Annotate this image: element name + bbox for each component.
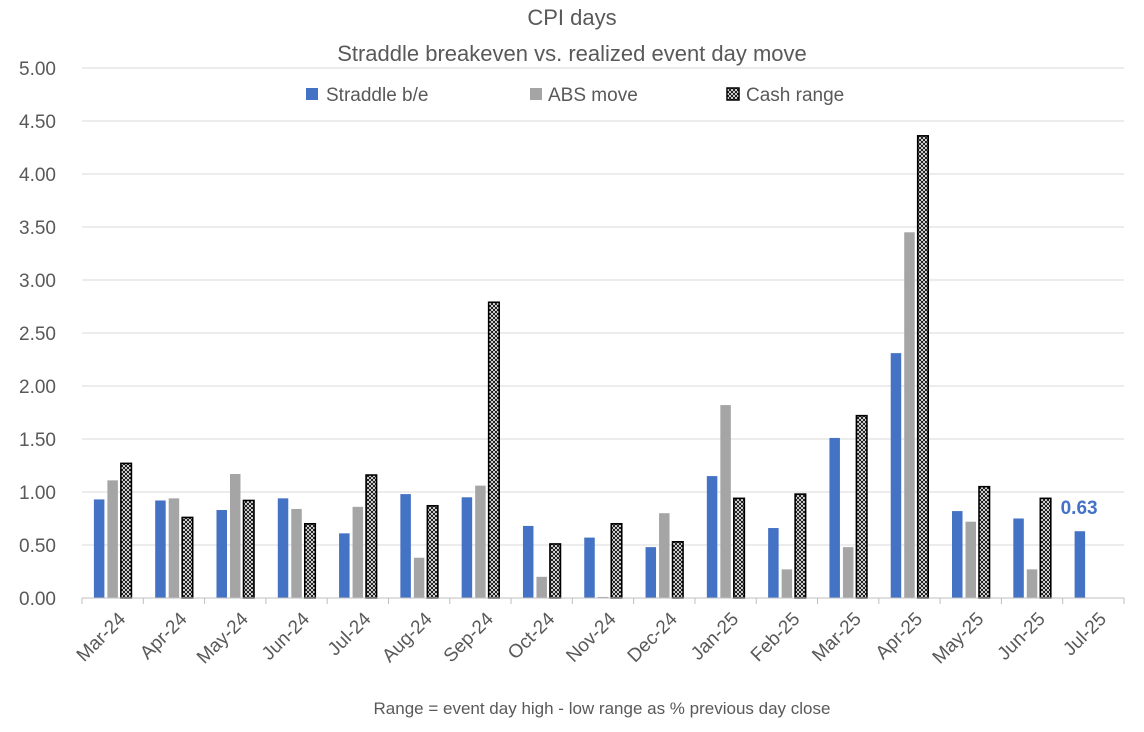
bar-abs-jul-24 [352,506,364,598]
bars [93,135,1086,599]
bar-straddle-apr-25 [890,353,902,598]
bar-cash-sep-24 [487,301,500,599]
legend-swatch-abs [530,88,542,100]
bar-straddle-mar-25 [829,437,840,598]
x-tick-label: Nov-24 [562,608,620,666]
y-tick-label: 4.50 [19,112,56,133]
x-tick-label: Jul-24 [324,608,376,660]
bar-straddle-may-24 [216,510,227,598]
bar-cash-mar-25 [855,414,868,599]
bar-abs-mar-25 [842,547,854,598]
bar-straddle-jul-24 [339,533,350,598]
y-tick-label: 2.00 [19,377,56,398]
x-tick-label: Dec-24 [624,608,682,666]
bar-cash-apr-24 [181,516,194,599]
bar-cash-jan-25 [733,497,746,599]
x-tick-label: Apr-24 [136,608,191,663]
y-axis: 0.00 0.50 1.00 1.50 2.00 2.50 3.00 3.50 4.00 4.50… [19,59,56,610]
y-tick-label: 3.00 [19,271,56,292]
bar-straddle-feb-25 [768,528,779,598]
bar-abs-jun-24 [291,508,302,598]
bar-abs-oct-24 [536,576,547,598]
bar-cash-dec-24 [671,541,684,599]
bar-straddle-jul-25 [1074,531,1086,598]
bar-cash-nov-24 [610,522,623,599]
x-tick-label: Oct-24 [504,608,559,663]
x-tick-label: Jul-25 [1059,609,1110,660]
y-tick-label: 2.50 [19,324,56,345]
bar-abs-aug-24 [413,557,425,598]
bar-straddle-mar-24 [93,499,105,598]
annotations: 0.63 [1061,498,1098,519]
bar-cash-feb-25 [794,493,807,599]
bar-cash-mar-24 [120,462,133,599]
y-tick-label: 0.50 [19,536,56,557]
bar-cash-jun-24 [303,522,317,599]
bar-abs-nov-24 [597,596,609,598]
bar-abs-feb-25 [781,569,793,598]
y-tick-label: 4.00 [19,165,56,186]
chart-subtitle: Straddle breakeven vs. realized event da… [337,41,807,66]
x-tick-label: Jun-25 [994,609,1050,665]
x-tick-label: May-24 [193,608,253,668]
bar-abs-may-25 [965,521,977,598]
x-tick-label: Mar-24 [73,608,131,666]
legend-label-abs: ABS move [548,85,638,106]
bar-abs-jun-25 [1026,569,1038,598]
x-tick-label: Mar-25 [808,609,865,666]
bar-cash-oct-24 [549,543,562,599]
bar-straddle-jun-25 [1013,518,1024,598]
bar-cash-may-25 [978,485,991,599]
bar-abs-apr-25 [904,232,915,599]
bar-abs-sep-24 [475,485,486,598]
x-axis-label: Range = event day high - low range as % … [374,699,831,718]
legend: Straddle b/e ABS move Cash range [306,85,844,106]
legend-swatch-straddle [306,88,318,100]
bar-abs-may-24 [229,473,241,598]
x-tick-label: Sep-24 [440,608,498,666]
bar-cash-apr-25 [916,135,930,599]
bar-straddle-apr-24 [155,500,166,598]
x-tick-label: Jan-25 [687,609,743,665]
legend-swatch-cash [726,87,740,101]
x-tick-label: May-25 [929,609,989,669]
y-tick-label: 3.50 [19,218,56,239]
bar-abs-jan-25 [720,405,731,598]
data-label: 0.63 [1061,498,1098,519]
x-tick-label: Feb-25 [747,609,804,666]
x-tick-label: Aug-24 [378,608,436,666]
chart-title: CPI days [527,5,616,30]
bar-cash-jun-25 [1039,497,1052,599]
gridlines [82,67,1124,546]
bar-straddle-jun-24 [277,498,289,598]
x-axis: Mar-24 Apr-24 May-24 Jun-24 Jul-24 Aug-24 Sep-… [73,598,1125,669]
legend-label-cash: Cash range [746,85,844,106]
y-tick-label: 1.00 [19,483,56,504]
bar-abs-apr-24 [168,498,180,598]
bar-straddle-jan-25 [706,476,718,598]
bar-straddle-oct-24 [522,525,534,598]
bar-cash-aug-24 [426,504,439,599]
y-tick-label: 1.50 [19,430,56,451]
y-tick-label: 5.00 [19,59,56,80]
bar-cash-may-24 [242,499,255,599]
bar-straddle-may-25 [952,511,963,598]
bar-abs-mar-24 [107,480,118,598]
y-tick-label: 0.00 [19,589,56,610]
bar-abs-dec-24 [659,513,670,598]
bar-straddle-dec-24 [645,547,657,598]
x-tick-label: Jun-24 [258,608,314,664]
bar-straddle-nov-24 [584,537,595,598]
x-tick-label: Apr-25 [872,609,927,664]
bar-cash-jul-24 [365,474,378,599]
bar-straddle-aug-24 [400,494,411,598]
bar-straddle-sep-24 [461,497,473,598]
legend-label-straddle: Straddle b/e [326,85,428,106]
